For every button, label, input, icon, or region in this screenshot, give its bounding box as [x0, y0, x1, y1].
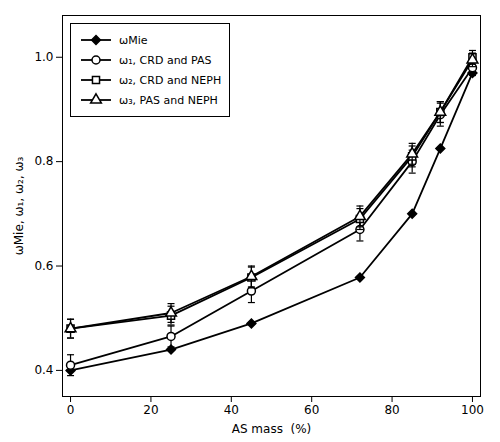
svg-text:ωMie, ω₁, ω₂, ω₃: ωMie, ω₁, ω₂, ω₃ [12, 157, 26, 256]
svg-text:AS mass (%): AS mass (%) [232, 422, 312, 436]
html-text:ω₁, CRD and PAS: ω₁, CRD and PAS [119, 53, 212, 67]
svg-text:20: 20 [143, 403, 158, 417]
svg-text:0.6: 0.6 [34, 259, 53, 273]
svg-text:40: 40 [224, 403, 239, 417]
html-text:ωMie: ωMie [119, 33, 148, 47]
svg-text:60: 60 [304, 403, 319, 417]
svg-text:0.8: 0.8 [34, 154, 53, 168]
svg-text:80: 80 [384, 403, 399, 417]
svg-text:0.4: 0.4 [34, 363, 53, 377]
svg-text:100: 100 [461, 403, 484, 417]
svg-text:0: 0 [67, 403, 75, 417]
html-text:ω₂, CRD and NEPH: ω₂, CRD and NEPH [119, 73, 222, 87]
html-text:ω₃, PAS and NEPH: ω₃, PAS and NEPH [119, 93, 218, 107]
svg-text:1.0: 1.0 [34, 50, 53, 64]
